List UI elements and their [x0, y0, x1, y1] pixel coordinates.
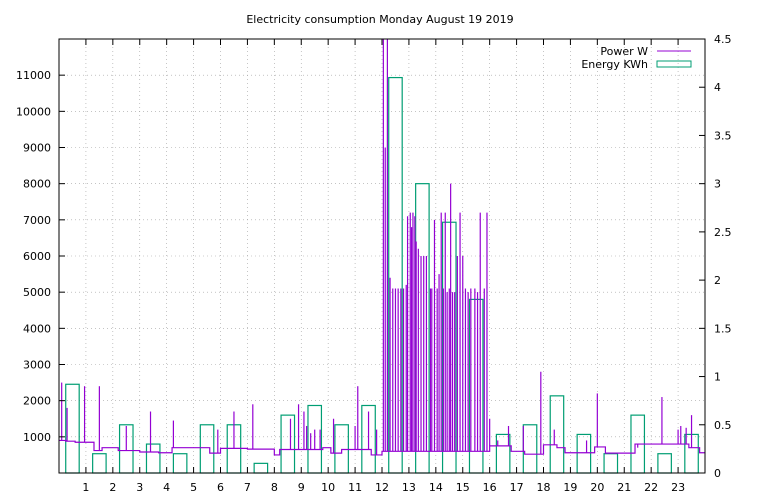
legend: Power W Energy KWh	[581, 45, 692, 71]
y-right-tick-label: 0.5	[714, 419, 732, 432]
y-left-tick-label: 3000	[23, 359, 51, 372]
x-tick-label: 12	[375, 481, 389, 494]
y-left-tick-label: 11000	[16, 69, 51, 82]
x-tick-label: 6	[217, 481, 224, 494]
y-right-tick-label: 3.5	[714, 129, 732, 142]
legend-label-energy: Energy KWh	[581, 58, 648, 71]
power-baseline	[59, 439, 705, 456]
energy-bar	[495, 433, 511, 474]
y-right-tick-label: 2.5	[714, 226, 732, 239]
y-right-tick-label: 3	[714, 178, 721, 191]
energy-bar	[657, 453, 672, 474]
energy-bar	[280, 414, 296, 474]
legend-swatch-energy	[656, 60, 692, 68]
y-left-tick-label: 9000	[23, 142, 51, 155]
x-tick-label: 8	[271, 481, 278, 494]
y-left-tick-label: 5000	[23, 286, 51, 299]
power-line	[59, 39, 705, 456]
y-left-tick-label: 1000	[23, 431, 51, 444]
y-left-tick-label: 4000	[23, 322, 51, 335]
x-tick-label: 4	[163, 481, 170, 494]
x-tick-label: 18	[537, 481, 551, 494]
energy-bar	[199, 424, 215, 474]
y-left-tick-label: 8000	[23, 178, 51, 191]
y-right-tick-label: 4.5	[714, 33, 732, 46]
y-right-tick-label: 4	[714, 81, 721, 94]
y-axis-left: 1000 2000 3000 4000 5000 6000 7000 8000 9000 1000…	[16, 69, 65, 444]
y-left-tick-label: 2000	[23, 395, 51, 408]
energy-bar	[468, 298, 484, 474]
x-tick-label: 19	[563, 481, 577, 494]
x-tick-label: 21	[617, 481, 631, 494]
energy-bar	[92, 453, 107, 474]
chart-title: Electricity consumption Monday August 19…	[246, 13, 513, 26]
x-tick-label: 1	[82, 481, 89, 494]
x-axis: 1 2 3 4 5 6 7 8 9 10 11 12 13 14 15 16 17 18 19 20 21 22 23	[82, 39, 685, 494]
legend-label-power: Power W	[600, 45, 648, 58]
energy-bar	[522, 424, 538, 474]
y-right-tick-label: 2	[714, 274, 721, 287]
x-tick-label: 2	[109, 481, 116, 494]
x-tick-label: 9	[298, 481, 305, 494]
y-right-tick-label: 1	[714, 371, 721, 384]
y-right-tick-label: 1.5	[714, 322, 732, 335]
y-left-tick-label: 7000	[23, 214, 51, 227]
y-left-tick-label: 6000	[23, 250, 51, 263]
energy-bar	[549, 395, 565, 474]
x-tick-label: 7	[244, 481, 251, 494]
x-tick-label: 22	[644, 481, 658, 494]
x-tick-label: 3	[136, 481, 143, 494]
x-tick-label: 20	[590, 481, 604, 494]
x-tick-label: 15	[456, 481, 470, 494]
energy-bar	[253, 462, 269, 474]
energy-bar	[65, 383, 80, 474]
x-tick-label: 13	[402, 481, 416, 494]
x-tick-label: 5	[190, 481, 197, 494]
x-tick-label: 16	[483, 481, 497, 494]
x-tick-label: 14	[429, 481, 443, 494]
energy-bar	[172, 453, 188, 474]
energy-bar	[576, 433, 592, 474]
energy-bar	[603, 453, 619, 474]
x-tick-label: 11	[348, 481, 362, 494]
grid	[59, 39, 705, 473]
x-tick-label: 17	[510, 481, 524, 494]
x-tick-label: 10	[321, 481, 335, 494]
energy-bar	[334, 424, 349, 474]
energy-bar	[145, 443, 161, 474]
x-tick-label: 23	[671, 481, 685, 494]
y-right-tick-label: 0	[714, 467, 721, 480]
y-left-tick-label: 10000	[16, 105, 51, 118]
y-axis-right: 0 0.5 1 1.5 2 2.5 3 3.5 4 4.5	[699, 33, 732, 480]
